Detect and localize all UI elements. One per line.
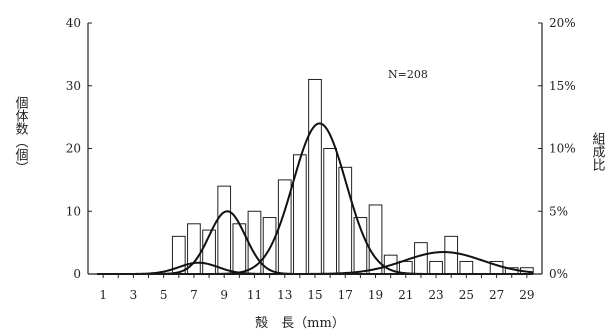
right-y-tick-label: 0% <box>549 267 568 281</box>
bar-22 <box>414 242 428 275</box>
left-y-tick-label: 40 <box>66 16 81 30</box>
x-tick-label: 9 <box>220 288 228 302</box>
histogram-bars <box>171 78 534 275</box>
x-tick-label: 7 <box>190 288 198 302</box>
x-tick-label: 17 <box>338 288 353 302</box>
x-tick-label: 29 <box>519 288 534 302</box>
x-tick-label: 5 <box>160 288 168 302</box>
annotation-sample-size: N=208 <box>388 68 428 81</box>
right-y-tick-label: 10% <box>549 142 576 156</box>
left-y-tick-label: 30 <box>66 79 81 93</box>
x-tick-label: 3 <box>130 288 138 302</box>
bar-16 <box>323 148 337 275</box>
left-y-ticks: 0 10 20 30 40 <box>66 16 92 281</box>
right-y-tick-label: 15% <box>549 79 576 93</box>
left-y-tick-label: 10 <box>66 204 81 218</box>
bar-12 <box>262 217 277 275</box>
x-tick-label: 13 <box>277 288 292 302</box>
x-tick-label: 11 <box>247 288 262 302</box>
bar-15 <box>308 78 322 275</box>
bar-11 <box>247 210 262 275</box>
x-tick-label: 19 <box>368 288 383 302</box>
x-ticks: 1 3 5 7 9 11 13 15 17 19 21 23 25 27 29 <box>99 274 535 302</box>
x-tick-label: 25 <box>459 288 474 302</box>
bar-25 <box>459 260 474 275</box>
x-axis-title: 殻 長（mm） <box>255 316 345 331</box>
bar-24 <box>444 235 459 275</box>
left-y-tick-label: 20 <box>66 142 81 156</box>
x-tick-label: 23 <box>428 288 443 302</box>
bar-23 <box>429 260 443 275</box>
left-y-tick-label: 0 <box>73 267 81 281</box>
bar-9 <box>217 185 232 275</box>
x-tick-label: 1 <box>99 288 107 302</box>
x-tick-label: 15 <box>307 288 322 302</box>
x-tick-label: 27 <box>489 288 504 302</box>
right-y-tick-label: 20% <box>549 16 576 30</box>
right-y-tick-label: 5% <box>549 204 568 218</box>
x-tick-label: 21 <box>398 288 413 302</box>
right-y-ticks: 0% 5% 10% 15% 20% <box>538 16 576 281</box>
right-y-axis-title: 組成比 <box>590 132 606 172</box>
left-y-axis-title: 個体数（個） <box>13 96 29 174</box>
